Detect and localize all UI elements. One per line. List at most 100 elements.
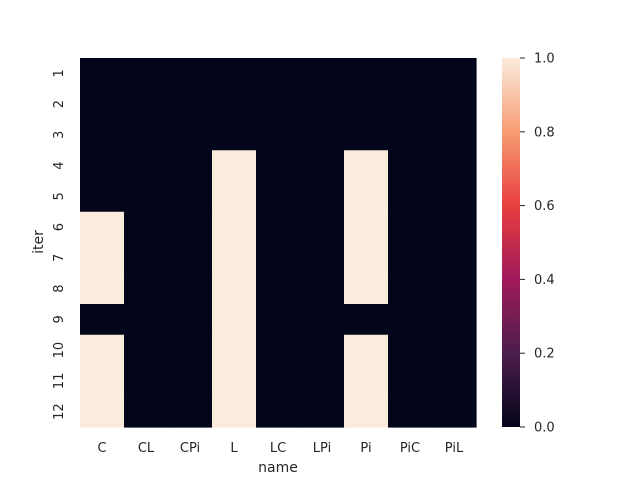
- heatmap-cell: [388, 88, 433, 121]
- heatmap-cell: [300, 88, 345, 121]
- heatmap-cell: [212, 119, 257, 151]
- heatmap-cell: [124, 88, 169, 121]
- heatmap-cell: [168, 211, 213, 244]
- x-tick-label: CPi: [180, 441, 200, 456]
- heatmap-cell: [80, 334, 125, 367]
- heatmap-cell: [300, 242, 345, 274]
- y-tick-label: 9: [52, 315, 67, 323]
- colorbar-tick-label: 0.8: [534, 125, 555, 140]
- heatmap-cell: [344, 88, 389, 121]
- heatmap-cell: [168, 150, 213, 182]
- x-tick-labels: C CL CPi L LC LPi Pi PiC PiL: [97, 441, 463, 456]
- heatmap-cell: [300, 181, 345, 213]
- heatmap-cell: [388, 273, 433, 305]
- heatmap-cell: [300, 334, 345, 367]
- heatmap-cell: [300, 273, 345, 305]
- heatmap-cell: [212, 88, 257, 121]
- heatmap-cell: [432, 88, 477, 121]
- heatmap-cell: [212, 58, 257, 90]
- heatmap-cell: [388, 304, 433, 336]
- heatmap-cell: [432, 273, 477, 305]
- heatmap-cell: [124, 211, 169, 244]
- heatmap-cell: [168, 181, 213, 213]
- heatmap-cell: [256, 58, 301, 90]
- x-tick-label: Pi: [360, 441, 371, 456]
- heatmap-cell: [124, 242, 169, 274]
- heatmap-cell: [124, 396, 169, 428]
- colorbar-tick-labels: 0.0 0.2 0.4 0.6 0.8 1.0: [520, 52, 555, 436]
- heatmap-cell: [344, 211, 389, 244]
- heatmap-cell: [432, 211, 477, 244]
- heatmap-cell: [212, 396, 257, 428]
- heatmap-cell: [124, 334, 169, 367]
- heatmap-cell: [432, 304, 477, 336]
- heatmap-cell: [256, 150, 301, 182]
- heatmap-cell: [256, 304, 301, 336]
- heatmap-cell: [344, 273, 389, 305]
- y-tick-label: 6: [52, 223, 67, 231]
- heatmap-cell: [212, 365, 257, 397]
- heatmap-cell: [124, 365, 169, 397]
- heatmap-cell: [344, 119, 389, 151]
- heatmap-cell: [388, 334, 433, 367]
- x-tick-label: LC: [270, 441, 286, 456]
- heatmap-cell: [344, 150, 389, 182]
- y-tick-label: 4: [52, 161, 67, 169]
- heatmap-cell: [212, 242, 257, 274]
- colorbar-tick-label: 0.6: [534, 199, 555, 214]
- heatmap-cell: [124, 58, 169, 90]
- heatmap-cell: [432, 150, 477, 182]
- heatmap-cell: [300, 211, 345, 244]
- heatmap-cells: [80, 58, 477, 428]
- heatmap-cell: [168, 396, 213, 428]
- x-tick-label: LPi: [313, 441, 331, 456]
- heatmap-cell: [168, 119, 213, 151]
- heatmap-cell: [432, 181, 477, 213]
- heatmap-cell: [388, 119, 433, 151]
- heatmap-cell: [80, 273, 125, 305]
- colorbar-tick-label: 1.0: [534, 52, 555, 67]
- heatmap-cell: [432, 334, 477, 367]
- heatmap-cell: [80, 181, 125, 213]
- heatmap-cell: [388, 242, 433, 274]
- heatmap-cell: [80, 88, 125, 121]
- heatmap-cell: [124, 181, 169, 213]
- heatmap-cell: [212, 304, 257, 336]
- heatmap-cell: [256, 211, 301, 244]
- heatmap-cell: [168, 88, 213, 121]
- heatmap-cell: [388, 150, 433, 182]
- heatmap-cell: [344, 365, 389, 397]
- x-axis-label: name: [258, 460, 298, 476]
- y-tick-label: 3: [52, 131, 67, 139]
- heatmap-cell: [80, 242, 125, 274]
- heatmap-cell: [212, 273, 257, 305]
- colorbar: [502, 58, 520, 427]
- heatmap-cell: [256, 181, 301, 213]
- heatmap-cell: [388, 365, 433, 397]
- y-tick-label: 5: [52, 192, 67, 200]
- heatmap-cell: [256, 88, 301, 121]
- heatmap-cell: [168, 365, 213, 397]
- heatmap-cell: [80, 119, 125, 151]
- heatmap-cell: [300, 396, 345, 428]
- heatmap-cell: [80, 304, 125, 336]
- y-tick-label: 1: [52, 69, 67, 77]
- heatmap-cell: [212, 211, 257, 244]
- heatmap-cell: [212, 334, 257, 367]
- heatmap-cell: [256, 242, 301, 274]
- heatmap-cell: [80, 396, 125, 428]
- heatmap-cell: [300, 58, 345, 90]
- heatmap-cell: [168, 273, 213, 305]
- heatmap-cell: [388, 58, 433, 90]
- heatmap-cell: [124, 150, 169, 182]
- y-tick-label: 11: [52, 373, 67, 390]
- heatmap-cell: [212, 181, 257, 213]
- heatmap-cell: [432, 396, 477, 428]
- heatmap-cell: [344, 181, 389, 213]
- heatmap-cell: [300, 304, 345, 336]
- heatmap-cell: [300, 119, 345, 151]
- heatmap-cell: [168, 304, 213, 336]
- y-tick-label: 8: [52, 284, 67, 292]
- heatmap-cell: [256, 119, 301, 151]
